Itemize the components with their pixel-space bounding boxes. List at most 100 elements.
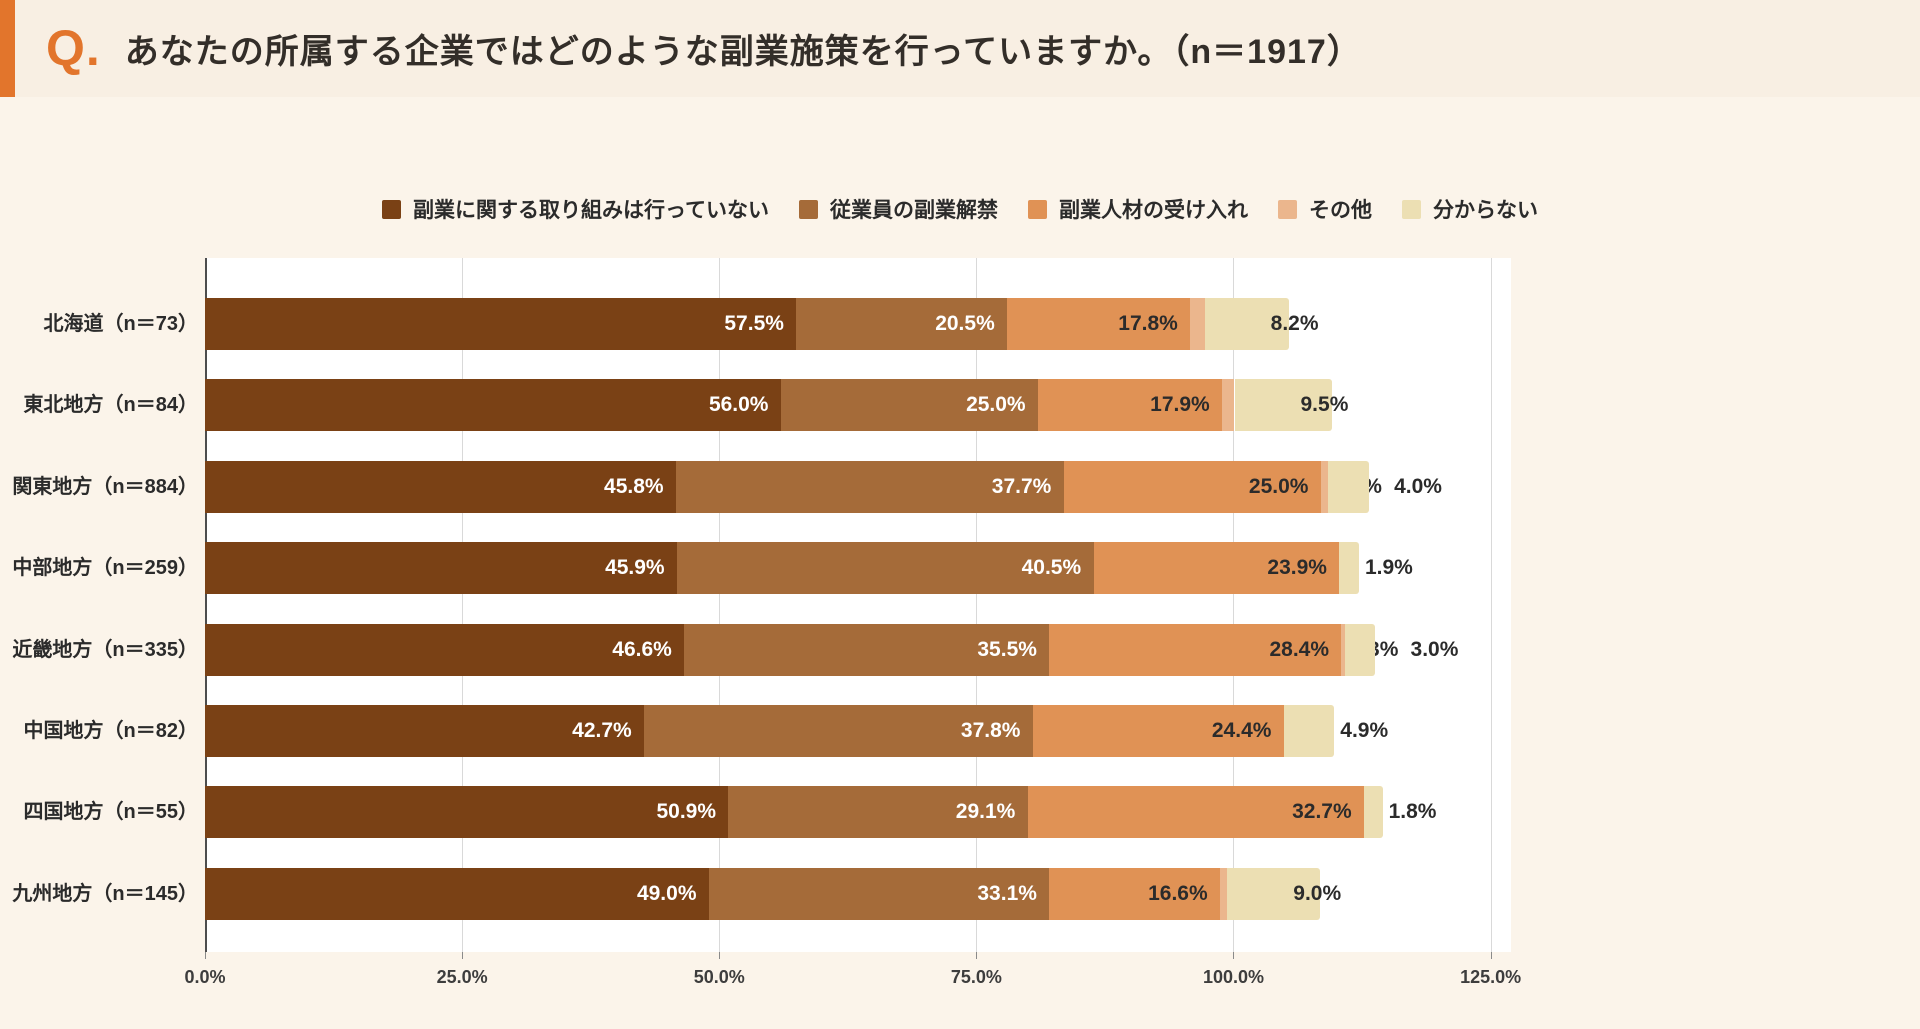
value-label: 56.0% [708, 393, 769, 417]
value-label: 17.9% [1150, 393, 1210, 417]
value-label: 4.9% [1340, 719, 1389, 742]
value-label: 4.0% [1394, 474, 1442, 498]
value-label: 20.5% [935, 312, 995, 335]
bar-segment [1032, 705, 1284, 757]
value-label: 23.9% [1267, 556, 1327, 580]
axis-tick [462, 952, 464, 959]
plot-area: 57.5%20.5%17.8%1.4%8.2%56.0%25.0%17.9%1.… [205, 258, 1511, 959]
bar-segment [1234, 379, 1333, 432]
bar-segment [728, 786, 1028, 839]
bar-segment [796, 298, 1008, 350]
value-label: 25.0% [1248, 474, 1309, 498]
axis-tick [205, 952, 206, 959]
bar-row: 49.0%33.1%16.6%0.7%9.0% [205, 867, 1511, 920]
x-tick-label: 25.0% [436, 967, 488, 987]
bar-segment [1344, 623, 1376, 676]
bar-segment [1364, 786, 1383, 839]
bar-segment [1093, 542, 1340, 595]
value-label: 45.9% [605, 556, 665, 580]
bar-segment [1341, 623, 1345, 676]
value-label: 29.1% [955, 800, 1016, 824]
legend-item: 分からない [1401, 194, 1538, 224]
value-label: 42.7% [572, 719, 632, 742]
x-tick-label: 75.0% [950, 967, 1002, 987]
legend-item: 副業人材の受け入れ [1027, 194, 1248, 224]
value-label: 49.0% [636, 881, 697, 905]
gridline [976, 258, 978, 952]
value-label: 35.5% [977, 637, 1037, 661]
bar-segment [1063, 460, 1321, 513]
bar-segment [644, 705, 1033, 757]
bar-segment [1204, 298, 1289, 350]
bar-row: 56.0%25.0%17.9%1.2%9.5% [205, 379, 1511, 432]
category-label: 近畿地方（n＝335） [12, 638, 198, 661]
value-label: 9.0% [1293, 881, 1342, 905]
bar-row: 45.9% 40.5% 23.9% 1.9% [205, 542, 1511, 595]
bar-segment [1328, 460, 1370, 513]
legend-label: その他 [1308, 199, 1372, 222]
value-label: 46.6% [612, 637, 672, 661]
x-tick-label: 0.0% [184, 967, 226, 987]
category-label: 北海道（n＝73） [43, 313, 198, 335]
axis-tick [1233, 952, 1235, 959]
bar-segment [1038, 379, 1223, 432]
bar-segment [1027, 786, 1365, 839]
legend-label: 分からない [1432, 199, 1538, 222]
bar-segment [1007, 298, 1191, 350]
bar-segment [1227, 867, 1320, 920]
value-label: 50.9% [656, 800, 717, 824]
axis-tick [1490, 952, 1492, 959]
value-label: 3.0% [1410, 637, 1459, 661]
category-label: 四国地方（n＝55） [23, 801, 198, 824]
question-header: Q. あなたの所属する企業ではどのような副業施策を行っていますか。（n＝1917… [0, 0, 1920, 97]
x-tick-label: 100.0% [1202, 967, 1264, 987]
bar-row: 45.8%37.7%25.0%0.7%4.0% [205, 460, 1511, 513]
category-label: 中国地方（n＝82） [23, 720, 198, 742]
category-label: 九州地方（n＝145） [12, 882, 198, 905]
value-label: 33.1% [977, 881, 1037, 905]
bar-segment [1222, 379, 1235, 432]
bar-segment [1220, 867, 1228, 920]
bar-segment [205, 705, 645, 757]
value-label: 28.4% [1269, 637, 1330, 661]
category-label: 東北地方（n＝84） [23, 394, 198, 417]
bar-segment [205, 379, 781, 432]
gridline [719, 258, 721, 952]
bar-segment [1049, 867, 1221, 920]
bar-segment [205, 786, 729, 839]
value-label: 16.6% [1148, 881, 1208, 905]
value-label: 8.2% [1270, 312, 1319, 335]
bar-segment [205, 867, 709, 920]
gridline [462, 258, 464, 952]
header-accent-bar [0, 0, 15, 97]
bar-segment [1049, 623, 1342, 676]
axis-tick [719, 952, 721, 959]
value-label: 24.4% [1211, 719, 1272, 742]
page-title: あなたの所属する企業ではどのような副業施策を行っていますか。（n＝1917） [124, 33, 1362, 71]
bar-row: 57.5%20.5%17.8%1.4%8.2% [205, 298, 1511, 350]
bar-segment [676, 460, 1064, 513]
legend-item: 従業員の副業解禁 [798, 194, 998, 224]
bar-segment [205, 460, 677, 513]
bar-row: 46.6%35.5%28.4%0.3%3.0% [205, 623, 1511, 676]
bar-segment [684, 623, 1050, 676]
value-label: 17.8% [1118, 312, 1178, 335]
legend-swatch [382, 199, 402, 219]
x-tick-label: 50.0% [693, 967, 745, 987]
value-label: 32.7% [1292, 800, 1352, 824]
bar-segment [1320, 460, 1329, 513]
value-label: 37.7% [991, 474, 1052, 498]
value-label: 1.9% [1364, 556, 1413, 580]
legend-label: 従業員の副業解禁 [829, 199, 998, 222]
legend-item: その他 [1277, 194, 1372, 224]
value-label: 57.5% [724, 312, 784, 335]
value-label: 45.8% [604, 474, 664, 498]
bar-segment [205, 298, 797, 350]
bar-segment [1339, 542, 1359, 595]
bar-row: 50.9% 29.1% 32.7% 1.8% [205, 786, 1511, 839]
legend-item: 副業に関する取り組みは行っていない [382, 194, 769, 224]
stacked-bar-chart: 副業に関する取り組みは行っていない 従業員の副業解禁 副業人材の受け入れ その他 分から… [0, 97, 1920, 1029]
legend-swatch [1277, 199, 1297, 219]
bar-segment [205, 542, 678, 595]
